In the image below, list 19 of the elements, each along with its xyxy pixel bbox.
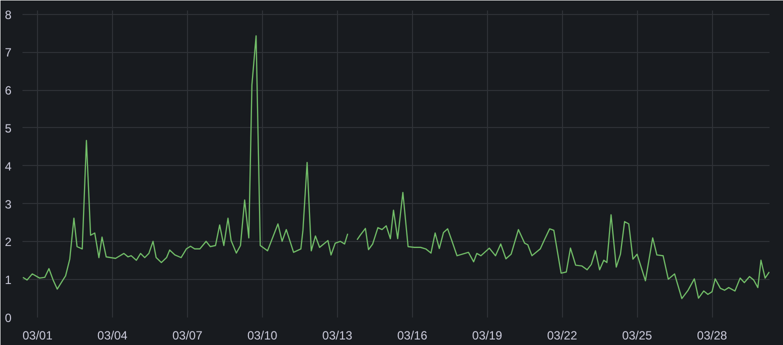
x-tick-label: 03/25 — [622, 328, 652, 342]
x-tick-label: 03/16 — [397, 328, 428, 342]
y-tick-label: 1 — [4, 273, 12, 288]
x-tick-label: 03/22 — [547, 328, 578, 342]
y-tick-label: 0 — [4, 311, 12, 325]
x-tick-label: 03/13 — [322, 328, 353, 342]
x-tick-label: 03/19 — [472, 328, 503, 342]
x-tick-label: 03/28 — [697, 328, 728, 342]
y-tick-label: 8 — [4, 8, 12, 22]
y-tick-label: 7 — [4, 46, 12, 60]
x-tick-label: 03/04 — [97, 328, 128, 342]
x-tick-label: 03/10 — [247, 328, 278, 342]
y-tick-label: 3 — [4, 197, 12, 212]
x-tick-label: 03/07 — [172, 328, 203, 342]
y-tick-label: 2 — [4, 235, 12, 250]
y-tick-label: 6 — [4, 84, 12, 98]
x-tick-label: 03/01 — [22, 328, 53, 342]
y-tick-label: 4 — [4, 159, 12, 174]
y-tick-label: 5 — [4, 121, 12, 136]
